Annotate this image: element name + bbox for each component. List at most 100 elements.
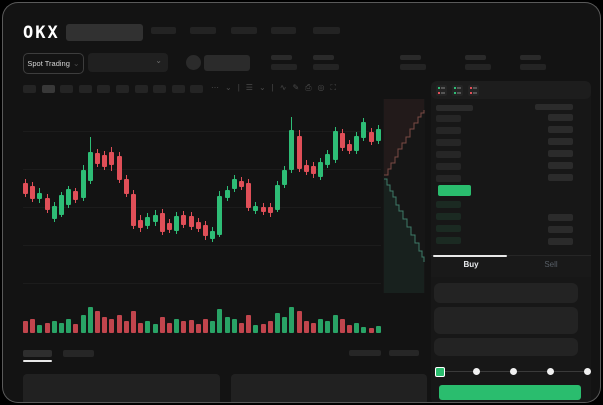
bid-amount-placeholder[interactable] bbox=[548, 214, 573, 221]
ask-price-placeholder[interactable] bbox=[436, 139, 461, 146]
bid-amount-placeholder[interactable] bbox=[548, 226, 573, 233]
trade-input-placeholder[interactable] bbox=[434, 338, 578, 356]
volume-bar bbox=[361, 327, 367, 333]
settings-icon[interactable]: ◎ bbox=[317, 83, 325, 92]
volume-bar bbox=[44, 323, 50, 333]
timeframe-slot[interactable] bbox=[153, 85, 167, 93]
market-type-dropdown[interactable]: Spot Trading ⌄ bbox=[23, 53, 84, 74]
fullscreen-icon[interactable]: ⛶ bbox=[330, 83, 337, 92]
ticker-stat-label bbox=[520, 55, 541, 60]
chart-style-icon[interactable]: ☰ bbox=[245, 83, 253, 92]
nav-item-placeholder[interactable] bbox=[271, 27, 296, 34]
bid-price-placeholder[interactable] bbox=[436, 225, 461, 232]
ask-amount-placeholder[interactable] bbox=[548, 138, 573, 145]
timeframe-slot[interactable] bbox=[23, 85, 36, 93]
chevron-down-icon[interactable]: ⌄ bbox=[258, 83, 266, 92]
volume-bar bbox=[303, 321, 309, 333]
candle-body bbox=[289, 130, 295, 170]
timeframe-slot[interactable] bbox=[78, 85, 92, 93]
volume-bar bbox=[289, 307, 295, 333]
bid-price-placeholder[interactable] bbox=[436, 237, 461, 244]
order-book-panel: Buy Sell bbox=[431, 81, 591, 402]
volume-bar bbox=[123, 321, 129, 333]
volume-bar bbox=[267, 321, 273, 333]
ask-amount-placeholder[interactable] bbox=[548, 174, 573, 181]
trade-input-placeholder[interactable] bbox=[434, 307, 578, 334]
bottom-tab-placeholder[interactable] bbox=[23, 350, 52, 357]
pair-selector-dropdown[interactable]: ⌄ bbox=[88, 53, 168, 72]
candle-body bbox=[368, 132, 374, 142]
candle-body bbox=[210, 231, 216, 239]
bottom-panel-placeholder bbox=[231, 374, 427, 402]
ask-price-placeholder[interactable] bbox=[436, 115, 461, 122]
candle-body bbox=[318, 162, 324, 177]
search-input[interactable] bbox=[66, 24, 143, 41]
ellipsis-icon[interactable]: ⋯ bbox=[211, 83, 219, 92]
tab-sell[interactable]: Sell bbox=[544, 260, 558, 269]
nav-item-placeholder[interactable] bbox=[151, 27, 176, 34]
volume-bar bbox=[73, 324, 79, 333]
candle-body bbox=[30, 186, 36, 199]
bottom-control-placeholder[interactable] bbox=[389, 350, 419, 356]
camera-icon[interactable]: ⎙ bbox=[305, 83, 312, 92]
volume-bar bbox=[51, 321, 57, 333]
volume-bar bbox=[138, 323, 144, 333]
chevron-down-icon[interactable]: ⌄ bbox=[225, 83, 232, 92]
bottom-tab-placeholder[interactable] bbox=[63, 350, 94, 357]
bottom-panel-placeholder bbox=[23, 374, 220, 402]
ask-price-placeholder[interactable] bbox=[436, 127, 461, 134]
tab-buy[interactable]: Buy bbox=[463, 260, 479, 269]
bottom-control-placeholder[interactable] bbox=[349, 350, 381, 356]
bid-amount-placeholder[interactable] bbox=[548, 238, 573, 245]
book-asks-icon[interactable] bbox=[468, 85, 479, 96]
candle-body bbox=[145, 217, 151, 226]
candle-body bbox=[332, 131, 338, 160]
slider-stop[interactable] bbox=[547, 368, 554, 375]
volume-bar bbox=[246, 315, 252, 333]
book-combined-icon[interactable] bbox=[436, 85, 447, 96]
slider-handle[interactable] bbox=[435, 367, 445, 377]
ask-amount-placeholder[interactable] bbox=[548, 114, 573, 121]
volume-bar bbox=[260, 324, 266, 333]
indicators-icon[interactable]: ∿ bbox=[279, 83, 287, 92]
volume-bar bbox=[318, 319, 324, 333]
candle-body bbox=[188, 216, 194, 227]
nav-item-placeholder[interactable] bbox=[313, 27, 340, 34]
candle-body bbox=[37, 193, 43, 199]
okx-logo[interactable]: OKX bbox=[23, 23, 60, 43]
bid-price-placeholder[interactable] bbox=[436, 201, 461, 208]
slider-stop[interactable] bbox=[510, 368, 517, 375]
timeframe-slot[interactable] bbox=[134, 85, 148, 93]
ticker-stat-value bbox=[313, 64, 339, 70]
candle-body bbox=[23, 183, 28, 194]
gridline bbox=[23, 283, 381, 284]
ask-price-placeholder[interactable] bbox=[436, 163, 461, 170]
bid-price-placeholder[interactable] bbox=[436, 213, 461, 220]
volume-bar bbox=[210, 321, 216, 333]
draw-pencil-icon[interactable]: ✎ bbox=[292, 83, 300, 92]
volume-bar bbox=[296, 311, 302, 333]
ask-price-placeholder[interactable] bbox=[436, 151, 461, 158]
candle-body bbox=[181, 215, 187, 225]
nav-item-placeholder[interactable] bbox=[231, 27, 257, 34]
trade-input-placeholder[interactable] bbox=[434, 283, 578, 303]
timeframe-slot[interactable] bbox=[171, 85, 185, 93]
timeframe-slot[interactable] bbox=[116, 85, 129, 93]
pair-cta-placeholder[interactable] bbox=[204, 55, 250, 71]
ask-amount-placeholder[interactable] bbox=[548, 162, 573, 169]
nav-item-placeholder[interactable] bbox=[190, 27, 216, 34]
book-bids-icon[interactable] bbox=[452, 85, 463, 96]
candle-body bbox=[109, 152, 115, 165]
timeframe-slot[interactable] bbox=[60, 85, 74, 93]
ask-amount-placeholder[interactable] bbox=[548, 126, 573, 133]
last-price-badge[interactable] bbox=[438, 185, 471, 196]
order-book-header-amount bbox=[535, 104, 573, 110]
ask-price-placeholder[interactable] bbox=[436, 175, 461, 182]
slider-stop[interactable] bbox=[584, 368, 591, 375]
slider-stop[interactable] bbox=[473, 368, 480, 375]
buy-submit-button[interactable] bbox=[439, 385, 581, 400]
timeframe-slot[interactable] bbox=[41, 85, 55, 93]
timeframe-slot[interactable] bbox=[97, 85, 111, 93]
timeframe-slot[interactable] bbox=[190, 85, 204, 93]
ask-amount-placeholder[interactable] bbox=[548, 150, 573, 157]
